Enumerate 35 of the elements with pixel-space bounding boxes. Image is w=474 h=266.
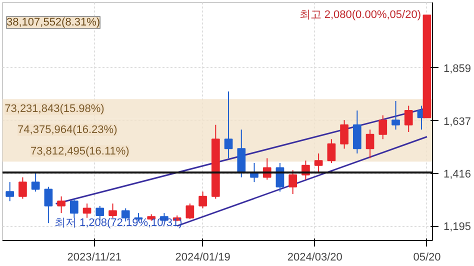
annotation: 38,107,552(8.31%) [6,16,100,28]
candlestick [366,129,374,159]
candlestick [6,182,14,202]
candlestick [314,152,323,174]
candlestick [57,196,66,214]
x-tick-label: 05/20 [413,252,441,264]
candlestick [224,90,233,159]
candlestick [18,176,27,200]
candlestick [378,114,388,140]
candlestick [237,129,246,178]
band-label: 73,231,843(15.98%) [4,102,104,115]
candlestick [352,110,362,154]
candlestick [108,203,117,218]
y-tick-label: 1,416 [444,168,472,180]
x-tick-label: 2024/01/19 [175,252,230,264]
candlestick [198,191,207,209]
candlestick [288,170,298,194]
x-tick-label: 2023/11/21 [67,252,122,264]
annotation: 최고 2,080(0.00%,05/20) [299,9,421,22]
band-label: 73,812,495(16.11%) [30,145,130,158]
x-tick-label: 2024/03/20 [287,252,342,264]
candlestick [31,172,40,192]
y-tick-label: 1,195 [444,221,472,234]
y-tick-label: 1,859 [444,62,472,75]
candlestick [70,198,78,218]
candlestick [340,120,348,150]
candlestick [327,138,336,164]
candlestick [82,203,92,218]
annotation: 최저 1,208(72.19%,10/31) [54,217,182,230]
candlestick [186,203,194,220]
y-tick-label: 1,637 [444,116,472,128]
candlestick [392,100,400,130]
candlestick [404,105,413,132]
band-label: 74,375,964(16.23%) [18,124,118,136]
candlestick [44,186,53,224]
